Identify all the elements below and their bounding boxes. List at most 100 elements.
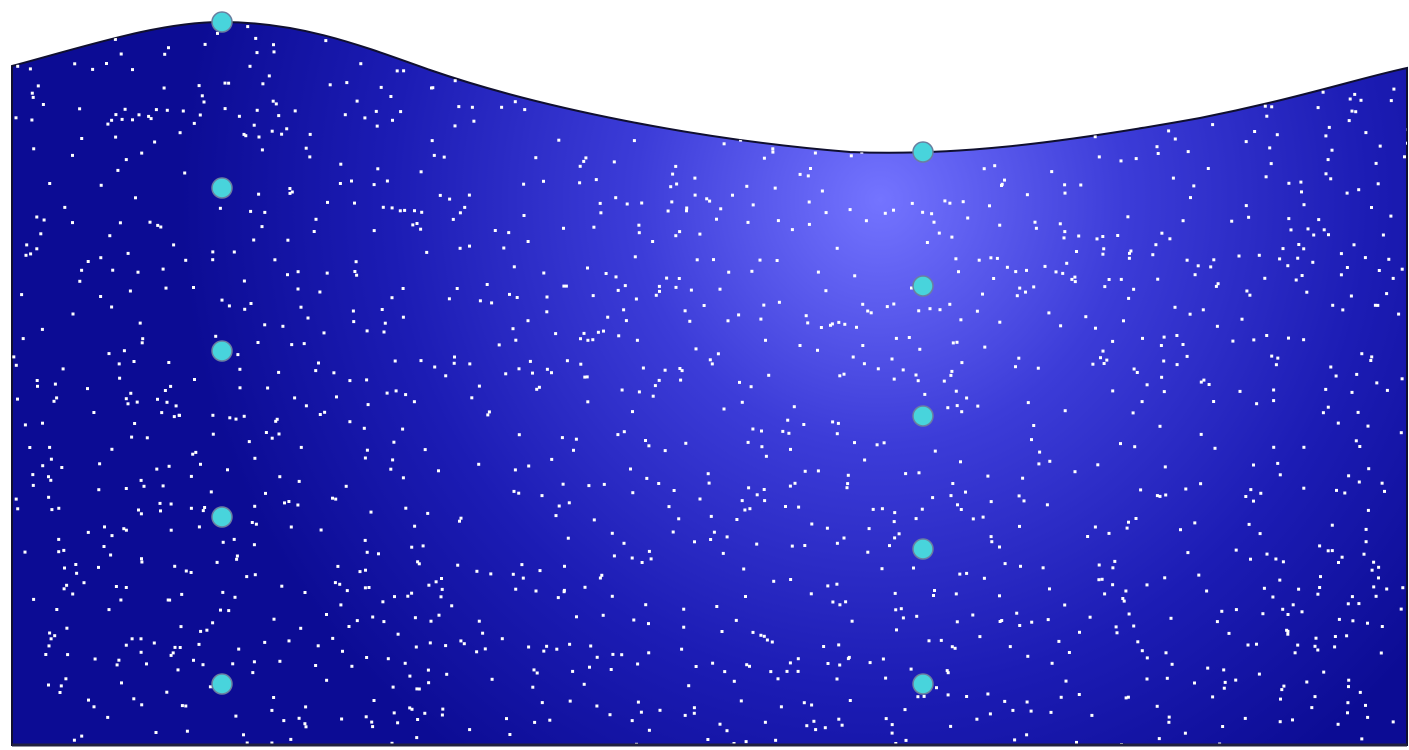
particle (723, 670, 727, 674)
particle (788, 484, 792, 488)
particle (1264, 175, 1268, 179)
particle (846, 473, 850, 477)
particle (41, 421, 44, 425)
particle (114, 135, 118, 139)
particle (578, 181, 582, 185)
particle (554, 514, 558, 518)
particle (160, 411, 164, 415)
particle (411, 223, 415, 227)
particle (942, 24, 946, 27)
particle (917, 471, 921, 475)
particle (1193, 681, 1196, 685)
particle (338, 582, 342, 586)
particle (1245, 289, 1249, 293)
particle (452, 361, 456, 365)
particle (260, 225, 264, 229)
particle (1061, 271, 1065, 275)
particle (341, 649, 344, 653)
particle (592, 225, 596, 229)
particle (838, 136, 842, 140)
particle (693, 193, 697, 197)
particle (1259, 49, 1263, 53)
particle (747, 23, 751, 27)
particle (1127, 296, 1131, 300)
particle (1255, 642, 1258, 646)
particle (277, 432, 281, 436)
particle (382, 620, 386, 624)
particle (1389, 214, 1393, 218)
particle (785, 669, 789, 673)
particle (390, 296, 394, 300)
particle (1357, 188, 1361, 192)
particle (1348, 97, 1352, 101)
particle (413, 616, 417, 620)
particle (1175, 363, 1179, 367)
particle (1062, 236, 1066, 240)
particle (483, 647, 487, 651)
particle (1188, 60, 1192, 64)
particle (694, 665, 698, 668)
particle (698, 232, 702, 236)
particle (838, 603, 842, 607)
particle (1297, 243, 1301, 246)
particle (1036, 39, 1040, 43)
particle (1078, 110, 1082, 114)
particle (1211, 695, 1215, 699)
particle (651, 394, 655, 398)
particle (1124, 696, 1128, 700)
particle (228, 416, 232, 420)
particle (1020, 49, 1024, 53)
particle (960, 410, 964, 414)
particle (737, 313, 741, 317)
particle (139, 637, 143, 641)
particle (202, 100, 206, 104)
particle (1337, 617, 1341, 621)
particle (956, 503, 959, 507)
particle (1063, 230, 1067, 234)
particle (1162, 390, 1166, 394)
particle (427, 583, 431, 587)
particle (846, 482, 850, 486)
particle (189, 474, 193, 478)
particle (47, 683, 50, 687)
particle (1045, 503, 1049, 507)
particle (1302, 445, 1306, 449)
particle (675, 182, 679, 186)
particle (419, 359, 423, 363)
particle (807, 222, 811, 226)
particle (654, 293, 658, 297)
particle (527, 645, 531, 649)
particle (540, 701, 544, 705)
particle (1025, 733, 1029, 737)
particle (278, 475, 282, 479)
particle (1255, 28, 1259, 32)
particle (1167, 720, 1171, 724)
particle (1339, 252, 1343, 256)
particle (304, 404, 308, 408)
particle (1155, 145, 1159, 149)
particle (98, 462, 102, 466)
particle (80, 734, 84, 738)
tracer-dot (211, 11, 233, 33)
particle (25, 243, 29, 247)
particle (289, 737, 293, 741)
particle (74, 563, 78, 566)
particle (392, 440, 396, 444)
particle (1047, 35, 1051, 38)
particle (60, 466, 64, 469)
particle (647, 444, 651, 448)
particle (166, 598, 170, 602)
particle (1293, 651, 1297, 655)
particle (1162, 335, 1166, 339)
particle (1281, 247, 1285, 251)
particle (226, 468, 229, 472)
particle (946, 671, 950, 675)
particle (1160, 231, 1164, 235)
particle (223, 107, 227, 111)
particle (113, 37, 117, 41)
particle (1011, 57, 1014, 61)
tracer-dot (912, 538, 934, 560)
particle (1097, 155, 1101, 159)
particle (408, 674, 412, 678)
